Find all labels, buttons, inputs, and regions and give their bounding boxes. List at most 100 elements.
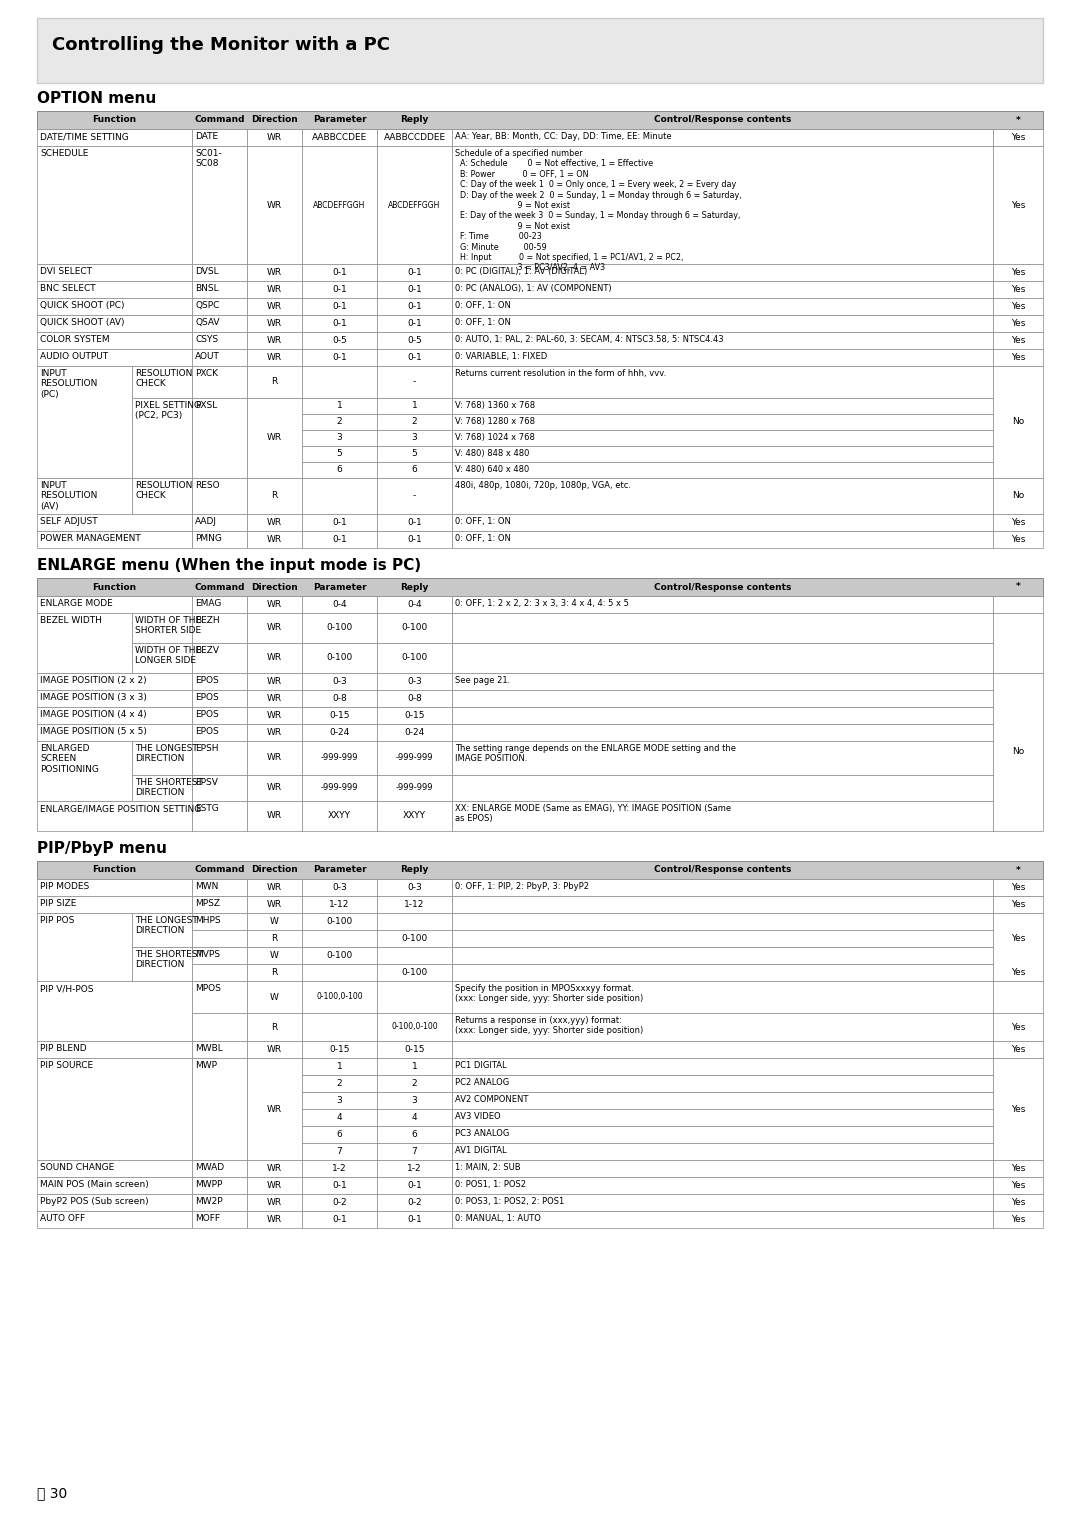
Bar (453, 672, 993, 691)
Text: WR: WR (267, 727, 282, 736)
Bar (247, 801, 302, 831)
Text: WR: WR (267, 200, 282, 209)
Text: 0-3: 0-3 (407, 677, 422, 686)
Text: MW2P: MW2P (195, 1196, 222, 1206)
Text: MWBL: MWBL (195, 1044, 222, 1053)
Bar (377, 332, 453, 348)
Text: WR: WR (267, 336, 282, 345)
Bar (302, 1109, 377, 1126)
Bar (37, 707, 192, 724)
Text: -999-999: -999-999 (321, 784, 359, 793)
Text: 0: MANUAL, 1: AUTO: 0: MANUAL, 1: AUTO (455, 1215, 541, 1222)
Bar (993, 281, 1043, 298)
Text: 0: POS3, 1: POS2, 2: POS1: 0: POS3, 1: POS2, 2: POS1 (455, 1196, 564, 1206)
Text: WR: WR (267, 1198, 282, 1207)
Bar (453, 947, 993, 964)
Text: Yes: Yes (1011, 133, 1025, 142)
Text: 0: AUTO, 1: PAL, 2: PAL-60, 3: SECAM, 4: NTSC3.58, 5: NTSC4.43: 0: AUTO, 1: PAL, 2: PAL-60, 3: SECAM, 4:… (455, 335, 724, 344)
Text: Parameter: Parameter (313, 582, 366, 591)
Bar (247, 724, 302, 741)
Text: AUDIO OUTPUT: AUDIO OUTPUT (40, 351, 108, 361)
Text: WR: WR (267, 601, 282, 610)
Bar (453, 895, 993, 914)
Bar (302, 981, 377, 1013)
Text: SELF ADJUST: SELF ADJUST (40, 516, 97, 526)
Text: Yes: Yes (1011, 535, 1025, 544)
Text: INPUT
RESOLUTION
(AV): INPUT RESOLUTION (AV) (40, 481, 97, 510)
Bar (247, 596, 302, 613)
Text: PbyP2 POS (Sub screen): PbyP2 POS (Sub screen) (40, 1196, 149, 1206)
Text: Function: Function (93, 865, 136, 874)
Bar (192, 947, 247, 964)
Text: W: W (270, 950, 279, 960)
Text: WR: WR (267, 1045, 282, 1054)
Bar (302, 429, 377, 446)
Bar (302, 1041, 377, 1057)
Text: AABBCCDDEE: AABBCCDDEE (383, 133, 446, 142)
Text: -: - (413, 492, 416, 501)
Text: 0: VARIABLE, 1: FIXED: 0: VARIABLE, 1: FIXED (455, 351, 548, 361)
Text: 0-100: 0-100 (402, 654, 428, 663)
Bar (37, 1212, 192, 1229)
Text: Returns current resolution in the form of hhh, vvv.: Returns current resolution in the form o… (455, 368, 666, 377)
Text: 0-1: 0-1 (333, 535, 347, 544)
Bar (993, 914, 1043, 981)
Text: WR: WR (267, 303, 282, 312)
Text: XX: ENLARGE MODE (Same as EMAG), YY: IMAGE POSITION (Same
as EPOS): XX: ENLARGE MODE (Same as EMAG), YY: IMA… (455, 804, 731, 824)
Text: 1: 1 (337, 1062, 342, 1071)
Text: Yes: Yes (1011, 1105, 1025, 1114)
Text: WR: WR (267, 535, 282, 544)
Bar (302, 879, 377, 895)
Text: Controlling the Monitor with a PC: Controlling the Monitor with a PC (52, 37, 390, 53)
Bar (377, 1093, 453, 1109)
Text: 0-1: 0-1 (333, 267, 347, 277)
Text: RESO: RESO (195, 481, 219, 490)
Bar (302, 741, 377, 775)
Text: EPOS: EPOS (195, 694, 219, 701)
Bar (192, 691, 247, 707)
Text: WR: WR (267, 267, 282, 277)
Bar (453, 397, 993, 414)
Text: PIP POS: PIP POS (40, 915, 75, 924)
Text: EPOS: EPOS (195, 727, 219, 736)
Text: 0: OFF, 1: ON: 0: OFF, 1: ON (455, 516, 511, 526)
Text: Specify the position in MPOSxxxyy format.
(xxx: Longer side, yyy: Shorter side p: Specify the position in MPOSxxxyy format… (455, 984, 644, 1004)
Text: Direction: Direction (252, 865, 298, 874)
Text: 0-100: 0-100 (402, 623, 428, 633)
Bar (302, 532, 377, 549)
Bar (247, 367, 302, 397)
Bar (37, 578, 1043, 596)
Bar (302, 332, 377, 348)
Bar (993, 1212, 1043, 1229)
Text: 2: 2 (411, 1079, 417, 1088)
Text: RESOLUTION
CHECK: RESOLUTION CHECK (135, 481, 192, 500)
Text: 0-1: 0-1 (407, 518, 422, 527)
Text: DVI SELECT: DVI SELECT (40, 267, 92, 277)
Text: 1-12: 1-12 (329, 900, 350, 909)
Bar (377, 801, 453, 831)
Text: ABCDEFFGGH: ABCDEFFGGH (313, 200, 366, 209)
Text: 0-100: 0-100 (402, 969, 428, 976)
Text: MPSZ: MPSZ (195, 898, 220, 908)
Text: RESOLUTION
CHECK: RESOLUTION CHECK (135, 368, 192, 388)
Text: 0-4: 0-4 (333, 601, 347, 610)
Bar (377, 964, 453, 981)
Text: 0-1: 0-1 (333, 1181, 347, 1190)
Text: No: No (1012, 492, 1024, 501)
Text: Function: Function (93, 116, 136, 124)
Text: Yes: Yes (1011, 934, 1025, 943)
Text: R: R (271, 934, 278, 943)
Text: 6: 6 (337, 466, 342, 475)
Text: 0-100,0-100: 0-100,0-100 (391, 1022, 437, 1031)
Text: 0-1: 0-1 (333, 286, 347, 293)
Text: EPOS: EPOS (195, 675, 219, 685)
Text: PC1 DIGITAL: PC1 DIGITAL (455, 1060, 507, 1070)
Bar (377, 446, 453, 461)
Bar (37, 691, 192, 707)
Bar (192, 801, 247, 831)
Bar (37, 741, 132, 801)
Bar (247, 691, 302, 707)
Text: 0-100: 0-100 (326, 917, 353, 926)
Bar (302, 643, 377, 672)
Text: 3: 3 (411, 434, 417, 443)
